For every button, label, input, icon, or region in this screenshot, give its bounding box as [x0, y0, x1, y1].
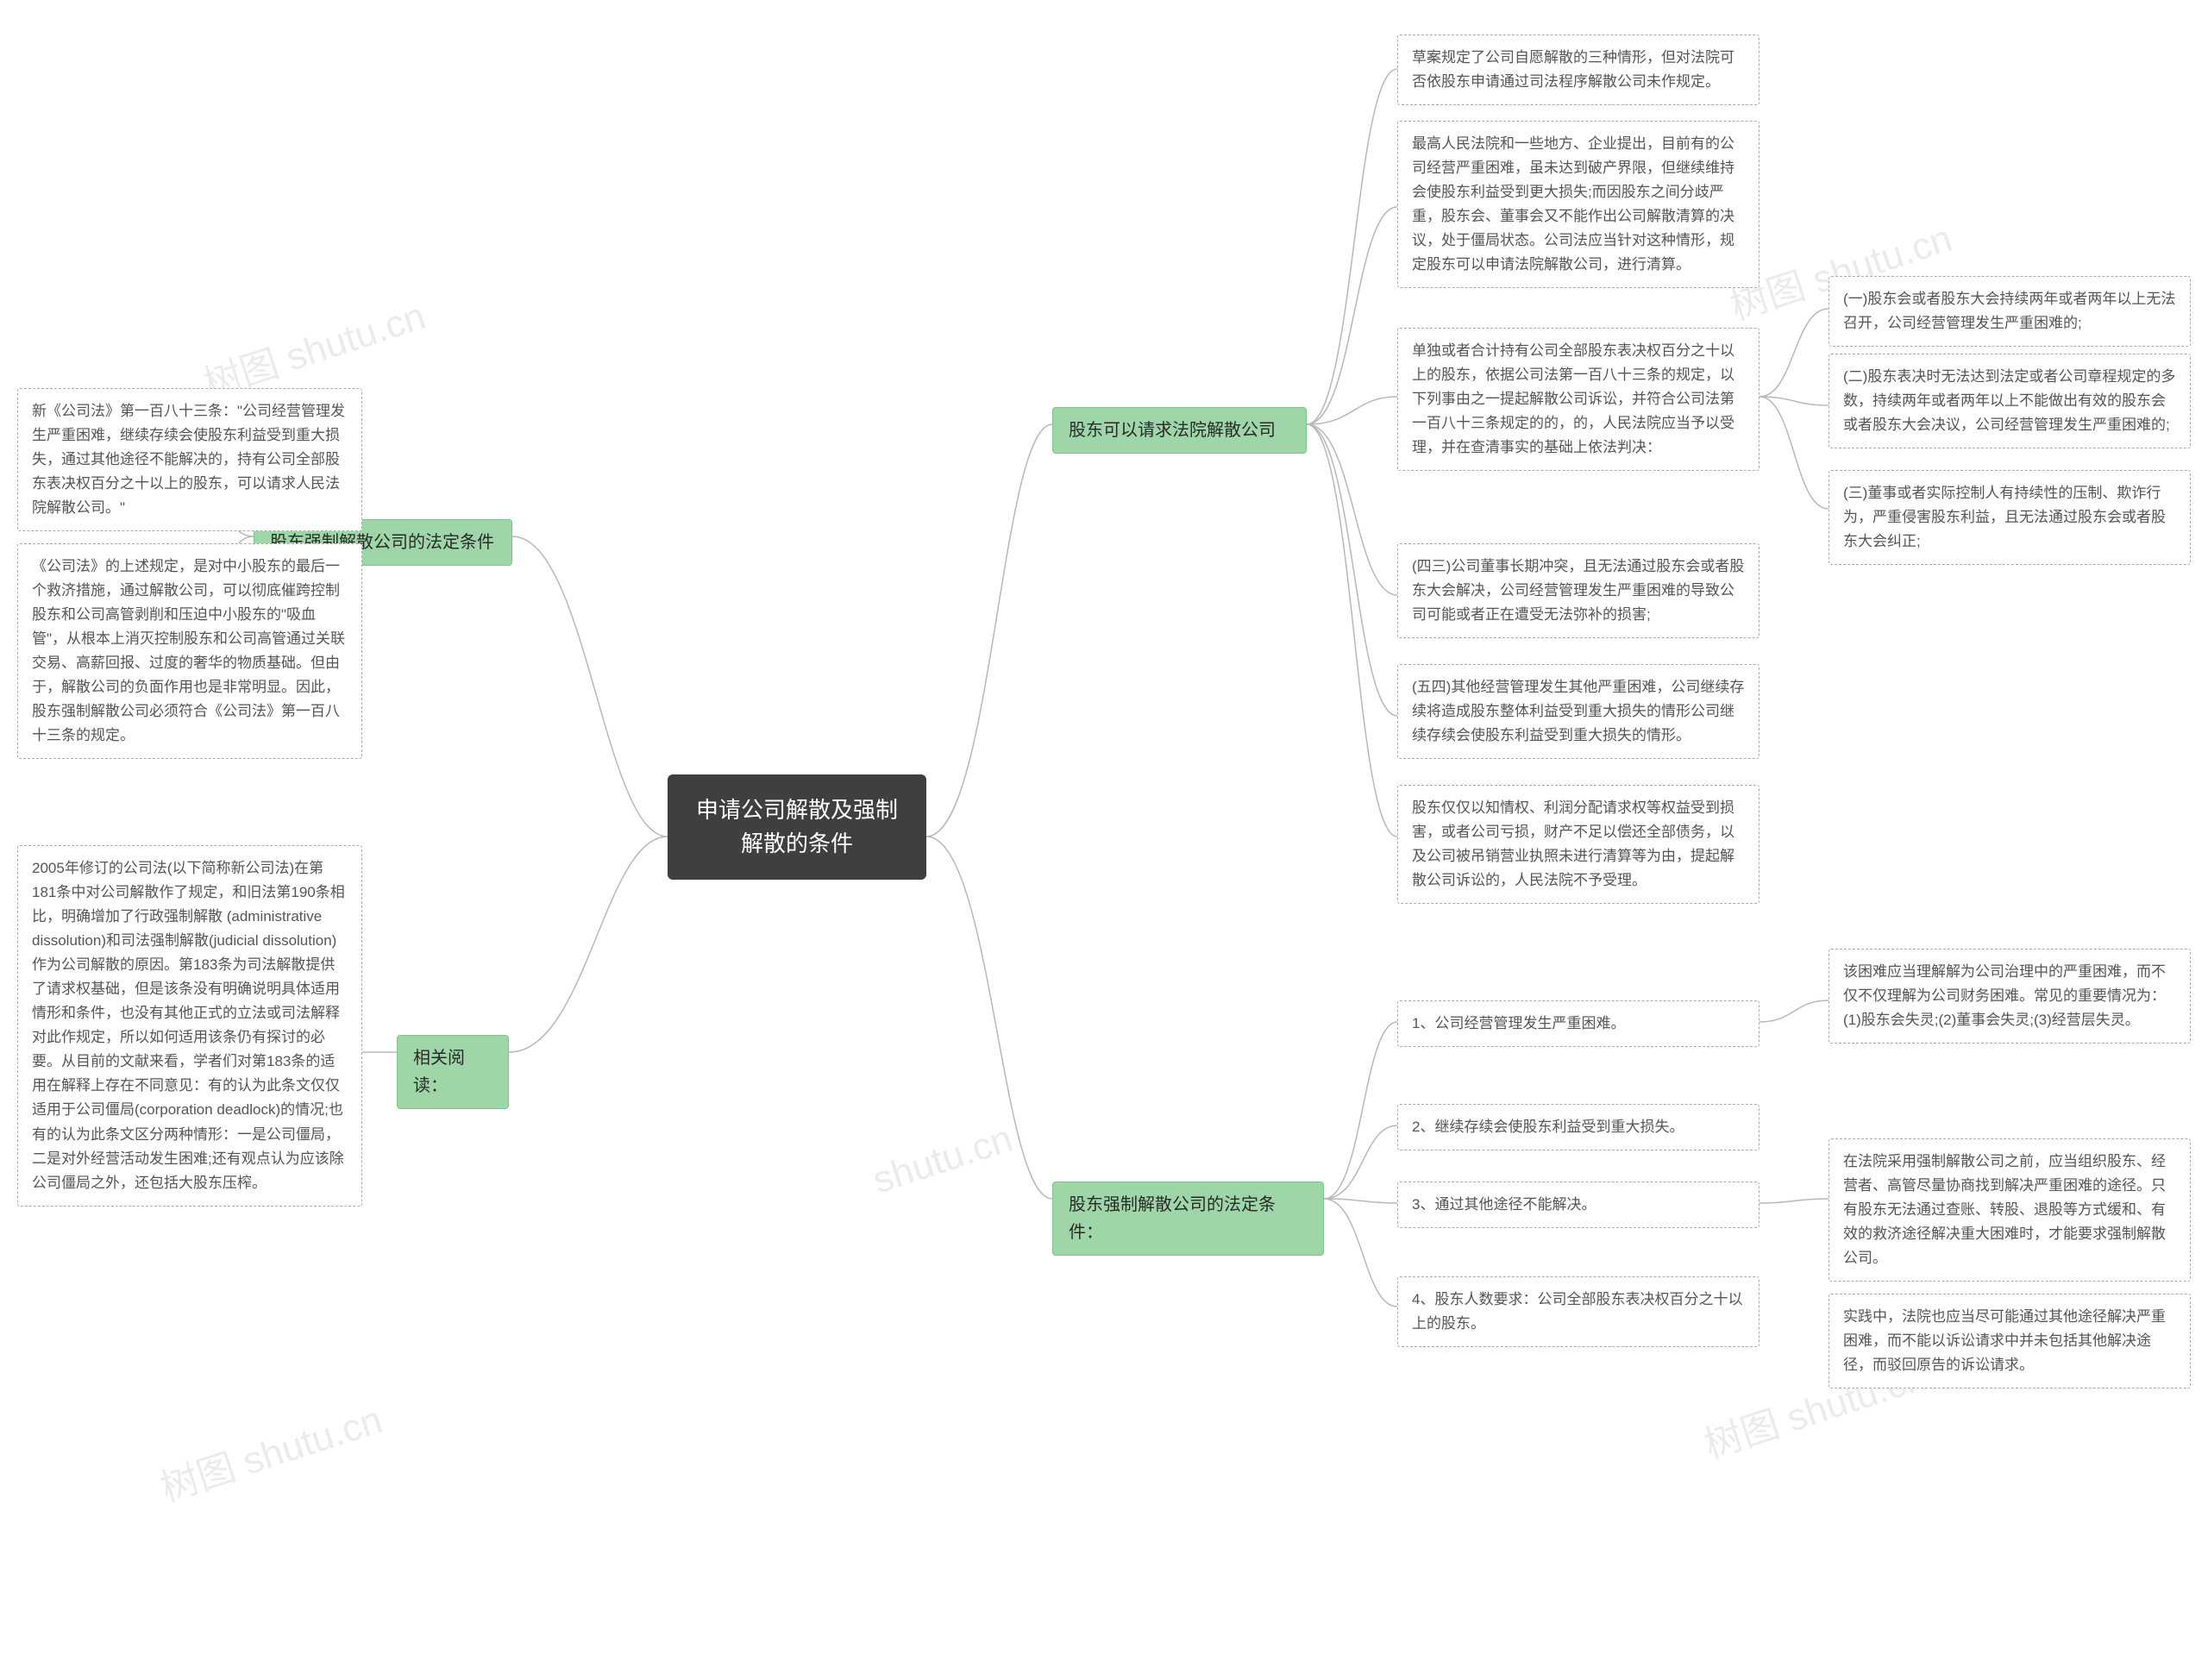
connector: [1307, 207, 1397, 424]
connector: [1307, 397, 1397, 424]
connector: [1760, 1000, 1828, 1022]
leaf-b3c2: 最高人民法院和一些地方、企业提出，目前有的公司经营严重困难，虽未达到破产界限，但…: [1397, 121, 1760, 288]
connector: [1324, 1125, 1397, 1199]
branch-request-court[interactable]: 股东可以请求法院解散公司: [1052, 407, 1307, 454]
connector: [926, 837, 1052, 1199]
leaf-b3c3: 单独或者合计持有公司全部股东表决权百分之十以上的股东，依据公司法第一百八十三条的…: [1397, 328, 1760, 471]
connector-layer: [0, 0, 2208, 1680]
leaf-b1c2: 《公司法》的上述规定，是对中小股东的最后一个救济措施，通过解散公司，可以彻底催跨…: [17, 543, 362, 759]
leaf-b3c5: (五四)其他经营管理发生其他严重困难，公司继续存续将造成股东整体利益受到重大损失…: [1397, 664, 1760, 759]
leaf-b4c1: 1、公司经营管理发生严重困难。: [1397, 1000, 1760, 1047]
leaf-b3c3b: (二)股东表决时无法达到法定或者公司章程规定的多数，持续两年或者两年以上不能做出…: [1828, 354, 2191, 448]
watermark: 树图 shutu.cn: [153, 1389, 388, 1512]
connector: [1324, 1199, 1397, 1203]
leaf-b4c3a: 在法院采用强制解散公司之前，应当组织股东、经营者、高管尽量协商找到解决严重困难的…: [1828, 1138, 2191, 1282]
leaf-b3c3c: (三)董事或者实际控制人有持续性的压制、欺诈行为，严重侵害股东利益，且无法通过股…: [1828, 470, 2191, 565]
connector: [1760, 397, 1828, 509]
connector: [1307, 424, 1397, 595]
leaf-b4c1a: 该困难应当理解解为公司治理中的严重困难，而不仅不仅理解为公司财务困难。常见的重要…: [1828, 949, 2191, 1044]
leaf-b4c2: 2、继续存续会使股东利益受到重大损失。: [1397, 1104, 1760, 1150]
connector: [926, 424, 1052, 837]
leaf-b1c1: 新《公司法》第一百八十三条："公司经营管理发生严重困难，继续存续会使股东利益受到…: [17, 388, 362, 531]
leaf-b3c6: 股东仅仅以知情权、利润分配请求权等权益受到损害，或者公司亏损，财产不足以偿还全部…: [1397, 785, 1760, 904]
leaf-b3c3a: (一)股东会或者股东大会持续两年或者两年以上无法召开，公司经营管理发生严重困难的…: [1828, 276, 2191, 347]
connector: [1324, 1199, 1397, 1307]
leaf-b3c4: (四三)公司董事长期冲突，且无法通过股东会或者股东大会解决，公司经营管理发生严重…: [1397, 543, 1760, 638]
connector: [512, 536, 668, 837]
leaf-b3c1: 草案规定了公司自愿解散的三种情形，但对法院可否依股东申请通过司法程序解散公司未作…: [1397, 34, 1760, 105]
root-node[interactable]: 申请公司解散及强制解散的条件: [668, 774, 926, 880]
connector: [1307, 69, 1397, 424]
connector: [1760, 1199, 1828, 1203]
leaf-b4c4: 4、股东人数要求：公司全部股东表决权百分之十以上的股东。: [1397, 1276, 1760, 1347]
connector: [1760, 309, 1828, 397]
connector: [1307, 424, 1397, 716]
leaf-b2c1: 2005年修订的公司法(以下简称新公司法)在第181条中对公司解散作了规定，和旧…: [17, 845, 362, 1207]
connector: [1307, 424, 1397, 837]
branch-related-reading[interactable]: 相关阅读：: [397, 1035, 509, 1109]
connector: [509, 837, 668, 1052]
branch-conditions-right[interactable]: 股东强制解散公司的法定条件：: [1052, 1182, 1324, 1256]
connector: [1760, 397, 1828, 405]
leaf-b4c4a: 实践中，法院也应当尽可能通过其他途径解决严重困难，而不能以诉讼请求中并未包括其他…: [1828, 1294, 2191, 1389]
leaf-b4c3: 3、通过其他途径不能解决。: [1397, 1182, 1760, 1228]
connector: [1324, 1022, 1397, 1199]
watermark: shutu.cn: [868, 1118, 1018, 1203]
